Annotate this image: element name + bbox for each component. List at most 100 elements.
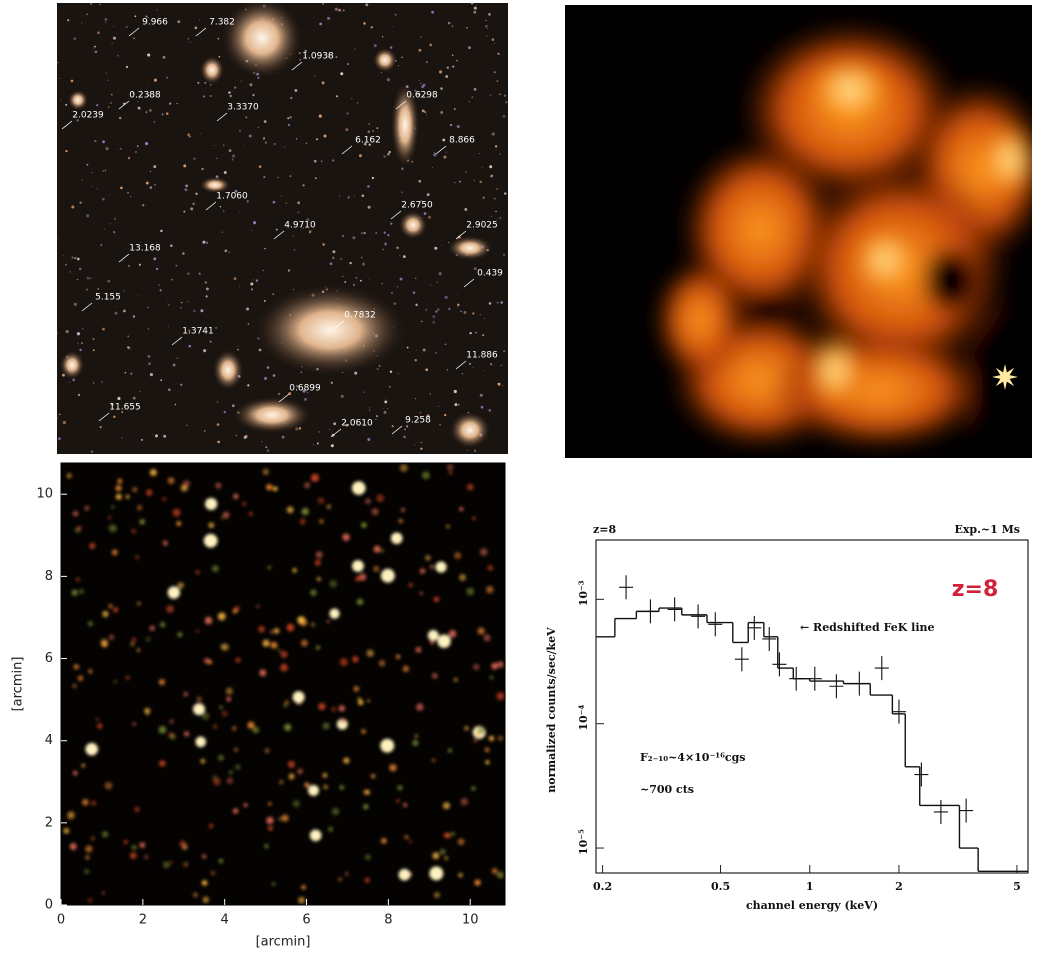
- star: [81, 342, 83, 344]
- star: [170, 244, 173, 247]
- source: [243, 803, 247, 807]
- source: [318, 703, 325, 710]
- source: [445, 856, 448, 859]
- source: [352, 481, 366, 495]
- star: [253, 221, 256, 224]
- star: [398, 373, 399, 374]
- star: [448, 242, 449, 243]
- star: [218, 56, 220, 58]
- star: [367, 185, 370, 188]
- source: [389, 764, 396, 771]
- star: [93, 382, 95, 384]
- star: [501, 365, 502, 366]
- star: [319, 23, 322, 26]
- source: [88, 898, 92, 902]
- star: [480, 314, 481, 315]
- star: [175, 404, 177, 406]
- source: [492, 868, 498, 874]
- source: [170, 861, 173, 864]
- galaxy: [450, 412, 490, 448]
- star: [286, 202, 288, 204]
- star: [187, 133, 190, 136]
- star: [384, 400, 387, 403]
- star: [394, 302, 397, 305]
- source: [415, 734, 418, 737]
- source: [108, 516, 112, 520]
- star: [387, 408, 388, 409]
- star: [228, 251, 230, 253]
- star: [372, 130, 374, 132]
- source: [380, 739, 394, 753]
- star: [230, 95, 232, 97]
- source: [365, 790, 370, 795]
- star-marker: [992, 364, 1018, 390]
- star: [505, 101, 507, 103]
- source: [434, 597, 439, 602]
- star: [145, 111, 147, 113]
- star: [341, 395, 344, 398]
- star: [287, 117, 289, 119]
- star: [86, 214, 89, 217]
- star: [264, 248, 265, 249]
- source: [400, 464, 408, 472]
- star: [314, 160, 317, 163]
- star: [204, 82, 206, 84]
- star: [205, 281, 208, 284]
- star: [486, 20, 487, 21]
- star: [180, 307, 182, 309]
- star: [79, 349, 81, 351]
- source: [288, 761, 295, 768]
- source: [485, 760, 489, 764]
- star: [332, 159, 334, 161]
- star: [163, 56, 166, 59]
- star: [426, 61, 428, 63]
- source: [466, 588, 474, 596]
- source: [396, 655, 400, 659]
- star: [56, 418, 57, 419]
- source: [116, 494, 122, 500]
- cavity: [745, 292, 795, 328]
- star: [203, 349, 206, 352]
- source: [317, 577, 321, 581]
- source: [338, 877, 342, 881]
- star: [177, 357, 178, 358]
- source: [202, 880, 208, 886]
- star: [487, 35, 488, 36]
- star: [100, 244, 102, 246]
- star: [160, 289, 162, 291]
- source: [126, 676, 130, 680]
- star: [104, 229, 105, 230]
- star: [416, 349, 417, 350]
- source: [219, 859, 223, 863]
- star: [96, 104, 98, 106]
- source: [447, 464, 453, 470]
- source: [72, 589, 78, 595]
- source: [137, 649, 140, 652]
- star: [69, 382, 70, 383]
- source: [102, 611, 108, 617]
- source: [443, 802, 450, 809]
- source: [287, 506, 294, 513]
- star: [175, 265, 177, 267]
- source: [381, 569, 395, 583]
- star: [148, 307, 149, 308]
- star: [479, 153, 480, 154]
- star: [500, 217, 501, 218]
- star: [150, 171, 151, 172]
- star: [335, 8, 338, 11]
- star: [450, 124, 452, 126]
- source: [489, 736, 494, 741]
- star: [321, 160, 323, 162]
- y-tick-label: 10⁻³: [577, 580, 590, 606]
- source: [278, 649, 281, 652]
- star: [234, 86, 236, 88]
- star: [134, 15, 136, 17]
- star: [222, 232, 223, 233]
- star: [369, 410, 371, 412]
- star: [267, 449, 270, 452]
- redshift-label: 7.382: [209, 18, 235, 28]
- redshift-label: 4.9710: [284, 221, 316, 231]
- star: [382, 283, 383, 284]
- star: [162, 114, 164, 116]
- source: [432, 673, 438, 679]
